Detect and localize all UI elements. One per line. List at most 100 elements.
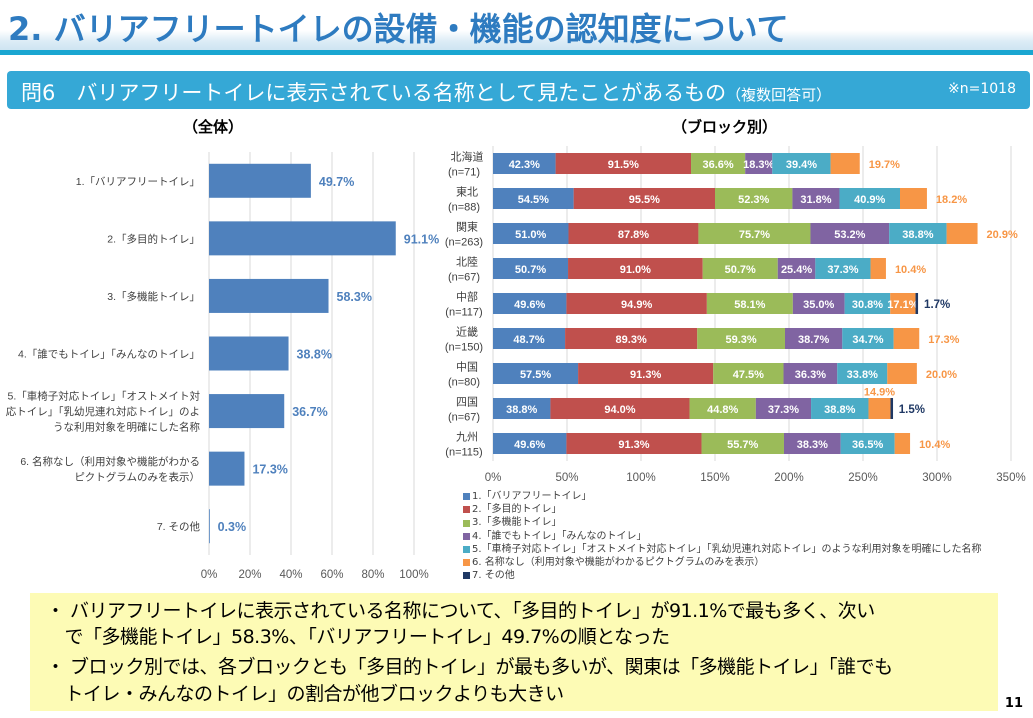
data-label: 20.0% [926,369,957,381]
x-tick-label: 200% [774,472,803,484]
bar-segment [837,363,888,384]
data-label: 58.1% [734,299,765,311]
bar-segment [889,223,947,244]
legend-item: 1.「バリアフリートイレ」 [463,490,982,503]
bar-segment [493,188,574,209]
bar-segment [689,398,756,419]
bar-segment [840,433,895,454]
bar-segment [493,223,569,244]
x-tick-label: 150% [700,472,729,484]
category-label: 7. その他 [157,520,201,533]
bar-segment [493,258,569,279]
category-label: 北陸 [456,256,478,269]
question-label: 問6 バリアフリートイレに表示されている名称として見たことがあるもの [21,81,727,105]
bar-segment [493,398,551,419]
category-count: (n=115) [445,447,482,459]
bar-segment [777,258,816,279]
bar-segment [493,153,556,174]
data-label: 30.8% [852,299,883,311]
category-count: (n=88) [448,202,480,214]
bar-segment [868,398,891,419]
bar-segment [785,328,843,349]
data-label: 17.3% [252,463,287,477]
category-label: 4.「誰でもトイレ」「みんなのトイレ」 [18,348,200,361]
data-label: 49.7% [319,175,354,189]
legend-label: 5.「車椅子対応トイレ」「オストメイト対応トイレ」「乳幼児連れ対応トイレ」のよう… [472,543,982,555]
bar-segment [894,433,911,454]
bar-segment [568,258,703,279]
data-label: 59.3% [726,334,757,346]
data-label: 48.7% [513,334,544,346]
title-band [0,0,1033,55]
x-tick-label: 300% [922,472,951,484]
bar-segment [706,293,793,314]
bar-segment [893,328,920,349]
legend-swatch [463,493,470,501]
bar-segment [844,293,891,314]
category-label: 北海道 [451,150,484,164]
category-label: 6. 名称なし（利用対象や機能がわかる [20,455,200,468]
category-label: 九州 [456,431,478,444]
category-label: 2.「多目的トイレ」 [107,232,200,245]
data-label: 51.0% [515,229,546,241]
data-label: 91.0% [620,264,651,276]
bar-segment [890,398,894,419]
data-label: 58.3% [337,290,372,304]
bar [209,221,396,256]
bar-segment [701,433,784,454]
data-label: 0.3% [218,520,247,534]
category-count: (n=80) [448,377,480,389]
data-label: 33.8% [847,369,878,381]
data-label: 10.4% [919,439,950,451]
bar-segment [566,433,702,454]
bar [209,451,245,486]
data-label: 49.6% [514,299,545,311]
question-note: （複数回答可） [726,86,832,104]
data-label: 47.5% [733,369,764,381]
legend-item: 3.「多機能トイレ」 [463,516,982,529]
summary-line: ・ ブロック別では、各ブロックとも「多目的トイレ」が最も多いが、関東は「多機能ト… [46,656,893,678]
category-label: ピクトグラムのみを表示） [74,470,200,483]
data-label: 20.9% [987,229,1018,241]
title-divider [0,50,1033,55]
page-number: 11 [1004,696,1023,711]
data-label: 36.3% [795,369,826,381]
x-tick-label: 20% [238,569,261,581]
data-label: 31.8% [800,194,831,206]
data-label: 35.0% [803,299,834,311]
question-banner: 問6 バリアフリートイレに表示されている名称として見たことがあるもの（複数回答可… [7,71,1030,109]
data-label: 87.8% [618,229,649,241]
bar-segment [698,223,811,244]
legend-swatch [463,519,470,527]
data-label: 54.5% [518,194,549,206]
x-tick-label: 40% [279,569,302,581]
summary-line: で「多機能トイレ」58.3%、「バリアフリートイレ」49.7%の順となった [46,626,671,648]
summary-line: トイレ・みんなのトイレ」の割合が他ブロックよりも大きい [46,683,565,705]
bar-segment [900,188,927,209]
bar-segment [568,223,699,244]
legend-label: 1.「バリアフリートイレ」 [472,491,592,502]
x-tick-label: 100% [399,569,428,581]
category-label: 3.「多機能トイレ」 [107,290,200,303]
category-label: 関東 [456,221,478,234]
data-label: 94.0% [604,404,635,416]
category-label: 近畿 [456,325,478,339]
legend-label: 6. 名称なし（利用対象や機能がわかるピクトグラムのみを表示） [472,557,765,569]
summary-line: ・ バリアフリートイレに表示されている名称について、「多目的トイレ」が91.1%… [46,600,875,622]
data-label: 36.5% [852,439,883,451]
data-label: 38.8% [902,229,933,241]
legend-item: 7. その他 [463,569,982,582]
bar [209,394,285,429]
bar-segment [915,293,919,314]
x-tick-label: 50% [555,472,578,484]
data-label: 38.8% [297,348,332,362]
data-label: 40.9% [854,194,885,206]
x-tick-label: 0% [485,472,502,484]
data-label: 38.7% [798,334,829,346]
category-label: 応トイレ」「乳幼児連れ対応トイレ」のよ [6,405,200,418]
bar-segment [830,153,860,174]
bar-segment [810,223,890,244]
page-title: 2. バリアフリートイレの設備・機能の認知度について [8,10,789,48]
data-label: 57.5% [520,369,551,381]
